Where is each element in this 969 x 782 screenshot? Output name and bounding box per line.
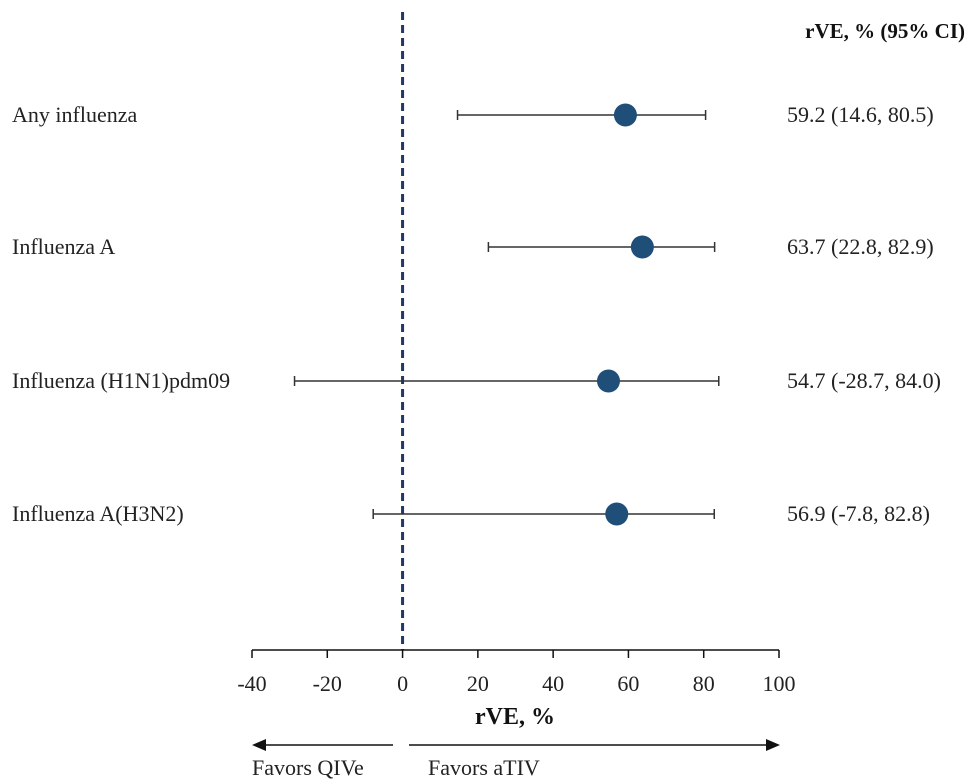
column-header: rVE, % (95% CI)	[805, 19, 965, 43]
x-tick-label: 100	[763, 671, 796, 696]
favors-right-arrow-head	[766, 739, 780, 751]
forest-row: Influenza A 63.7 (22.8, 82.9)	[12, 234, 934, 259]
favors-arrows: Favors QIVe Favors aTIV	[252, 739, 780, 780]
x-tick-label: 60	[617, 671, 639, 696]
x-tick-label: 40	[542, 671, 564, 696]
forest-row: Influenza (H1N1)pdm09 54.7 (-28.7, 84.0)	[12, 368, 941, 393]
favors-left-arrow-head	[252, 739, 266, 751]
favors-left-label: Favors QIVe	[252, 755, 364, 780]
ci-text: 56.9 (-7.8, 82.8)	[787, 501, 930, 526]
forest-rows: Any influenza 59.2 (14.6, 80.5) Influenza …	[12, 102, 941, 526]
x-tick-label: 0	[397, 671, 408, 696]
x-tick-label: -40	[237, 671, 266, 696]
row-label: Influenza A	[12, 234, 115, 259]
row-label: Influenza A(H3N2)	[12, 501, 184, 526]
point-estimate	[605, 502, 629, 526]
row-label: Influenza (H1N1)pdm09	[12, 368, 230, 393]
x-tick-label: -20	[313, 671, 342, 696]
ci-text: 63.7 (22.8, 82.9)	[787, 234, 934, 259]
ci-text: 59.2 (14.6, 80.5)	[787, 102, 934, 127]
x-axis-title: rVE, %	[475, 704, 555, 730]
favors-right-label: Favors aTIV	[428, 755, 540, 780]
ci-text: 54.7 (-28.7, 84.0)	[787, 368, 941, 393]
x-tick-label: 20	[467, 671, 489, 696]
point-estimate	[630, 235, 654, 259]
x-tick-label: 80	[693, 671, 715, 696]
forest-row: Influenza A(H3N2) 56.9 (-7.8, 82.8)	[12, 501, 930, 526]
row-label: Any influenza	[12, 102, 137, 127]
point-estimate	[596, 369, 620, 393]
point-estimate	[613, 103, 637, 127]
x-axis-ticks: -40 -20 0 20 40 60 80 100	[237, 650, 796, 696]
forest-row: Any influenza 59.2 (14.6, 80.5)	[12, 102, 934, 127]
